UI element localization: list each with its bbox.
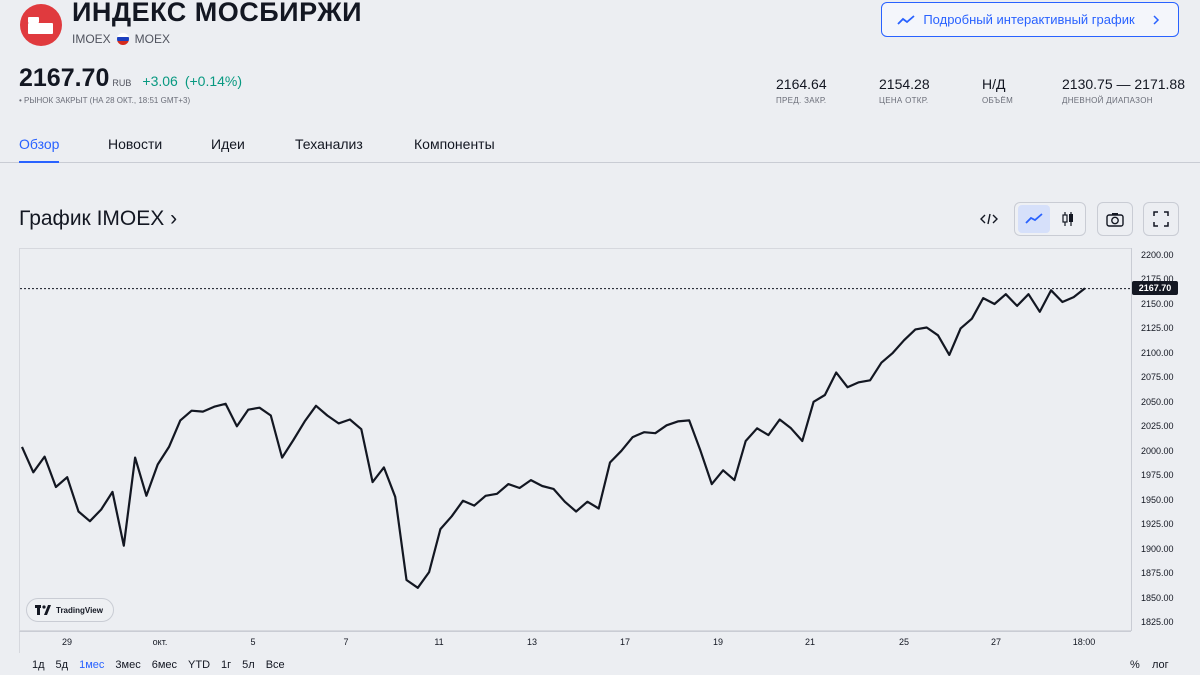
tab-components[interactable]: Компоненты: [414, 136, 495, 152]
candlestick-icon: [1062, 212, 1073, 226]
stat-volume: Н/Д ОБЪЁМ: [982, 76, 1013, 105]
price-change: +3.06: [142, 73, 178, 89]
exchange-name: MOEX: [134, 32, 171, 46]
y-axis-tick: 1875.00: [1141, 568, 1174, 579]
tradingview-badge[interactable]: TradingView: [26, 598, 114, 622]
stat-prev-close: 2164.64 ПРЕД. ЗАКР.: [776, 76, 827, 105]
y-axis-tick: 1925.00: [1141, 519, 1174, 530]
last-price-label: 2167.70: [1132, 281, 1178, 295]
y-axis-tick: 2075.00: [1141, 372, 1174, 383]
line-chart-icon: [1025, 213, 1043, 224]
x-axis-tick: 7: [343, 637, 349, 647]
stat-value: Н/Д: [982, 76, 1006, 92]
x-axis-tick: 13: [526, 637, 538, 647]
line-chart-button[interactable]: [1018, 205, 1050, 233]
stat-label: ПРЕД. ЗАКР.: [776, 96, 827, 105]
ticker-symbol: IMOEX: [72, 32, 111, 46]
stat-label: ОБЪЁМ: [982, 96, 1014, 105]
stat-label: ДНЕВНОЙ ДИАПАЗОН: [1062, 96, 1153, 105]
range-selector: 1д 5д 1мес 3мес 6мес YTD 1г 5л Все: [32, 659, 285, 671]
stat-day-range: 2130.75 — 2171.88 ДНЕВНОЙ ДИАПАЗОН: [1062, 76, 1185, 105]
fullscreen-button[interactable]: [1143, 202, 1179, 236]
x-axis-tick: 25: [898, 637, 910, 647]
embed-code-button[interactable]: [972, 202, 1006, 236]
y-axis-tick: 1900.00: [1141, 543, 1174, 554]
range-1m[interactable]: 1мес: [79, 659, 105, 671]
x-axis-tick: 5: [250, 637, 256, 647]
tab-overview[interactable]: Обзор: [19, 136, 60, 163]
y-axis-tick: 2000.00: [1141, 445, 1174, 456]
y-axis-tick: 2200.00: [1141, 250, 1174, 260]
market-status: • РЫНОК ЗАКРЫТ (НА 28 ОКТ., 18:51 GMT+3): [19, 96, 191, 105]
log-scale-toggle[interactable]: лог: [1152, 659, 1169, 671]
x-axis-tick: 29: [61, 637, 73, 647]
tradingview-label: TradingView: [56, 605, 103, 615]
interactive-chart-button[interactable]: Подробный интерактивный график: [881, 2, 1179, 37]
range-1d[interactable]: 1д: [32, 659, 45, 671]
tradingview-logo-icon: [35, 605, 51, 615]
y-axis-tick: 2150.00: [1141, 298, 1174, 309]
ticker-line: IMOEX MOEX: [72, 32, 170, 46]
stat-open: 2154.28 ЦЕНА ОТКР.: [879, 76, 930, 105]
tab-bar: Обзор Новости Идеи Теханализ Компоненты: [0, 132, 1200, 163]
x-axis-tick: 19: [712, 637, 724, 647]
range-3m[interactable]: 3мес: [115, 659, 141, 671]
y-axis-tick: 2025.00: [1141, 421, 1174, 432]
y-axis-tick: 1850.00: [1141, 592, 1174, 603]
percent-scale-toggle[interactable]: %: [1130, 659, 1140, 671]
x-axis-tick: 27: [990, 637, 1002, 647]
page-title: ИНДЕКС МОСБИРЖИ: [72, 0, 363, 27]
code-icon: [980, 213, 998, 225]
snapshot-button[interactable]: [1097, 202, 1133, 236]
russia-flag-icon: [116, 33, 129, 45]
x-axis-tick: 17: [619, 637, 631, 647]
price-change-percent: (+0.14%): [184, 73, 243, 89]
y-axis-tick: 2125.00: [1141, 323, 1174, 334]
y-axis-tick: 2175.00: [1141, 274, 1174, 285]
range-all[interactable]: Все: [265, 659, 285, 671]
interactive-chart-label: Подробный интерактивный график: [923, 12, 1135, 27]
moex-logo: [20, 4, 62, 46]
x-axis-tick: 21: [804, 637, 816, 647]
x-axis-tick: окт.: [152, 637, 168, 647]
chevron-right-icon: [1153, 14, 1159, 25]
currency: RUB: [112, 78, 132, 88]
tab-ideas[interactable]: Идеи: [211, 136, 245, 152]
range-ytd[interactable]: YTD: [188, 659, 211, 671]
stat-value: 2164.64: [776, 76, 827, 92]
y-axis-tick: 1825.00: [1141, 617, 1174, 627]
time-axis[interactable]: 29 окт. 5 7 11 13 17 19 21 25 27 18:00: [19, 631, 1131, 653]
tab-news[interactable]: Новости: [108, 136, 163, 152]
chart-area[interactable]: [19, 248, 1132, 631]
stat-value: 2154.28: [879, 76, 930, 92]
y-axis-tick: 1975.00: [1141, 470, 1174, 481]
price-block: 2167.70 RUB +3.06 (+0.14%): [19, 64, 242, 93]
range-1y[interactable]: 1г: [221, 659, 232, 671]
fullscreen-icon: [1153, 211, 1169, 227]
x-axis-tick: 18:00: [1072, 637, 1096, 647]
tab-technicals[interactable]: Теханализ: [295, 136, 363, 152]
trend-line-icon: [897, 14, 915, 25]
candle-chart-button[interactable]: [1054, 205, 1082, 233]
camera-icon: [1106, 212, 1124, 227]
range-5y[interactable]: 5л: [242, 659, 255, 671]
price-axis[interactable]: 2200.00 2175.00 2150.00 2125.00 2100.00 2075.…: [1131, 248, 1200, 631]
stat-label: ЦЕНА ОТКР.: [879, 96, 929, 105]
y-axis-tick: 2050.00: [1141, 396, 1174, 407]
stat-value: 2130.75 — 2171.88: [1062, 76, 1185, 92]
y-axis-tick: 2100.00: [1141, 347, 1174, 358]
x-axis-tick: 11: [434, 637, 444, 647]
price-line-chart: [20, 287, 1132, 589]
y-axis-tick: 1950.00: [1141, 494, 1174, 505]
chart-type-toggle: [1014, 202, 1086, 236]
chart-title[interactable]: График IMOEX ›: [19, 207, 178, 230]
range-6m[interactable]: 6мес: [151, 659, 178, 671]
range-5d[interactable]: 5д: [55, 659, 69, 671]
last-price: 2167.70: [19, 64, 110, 92]
